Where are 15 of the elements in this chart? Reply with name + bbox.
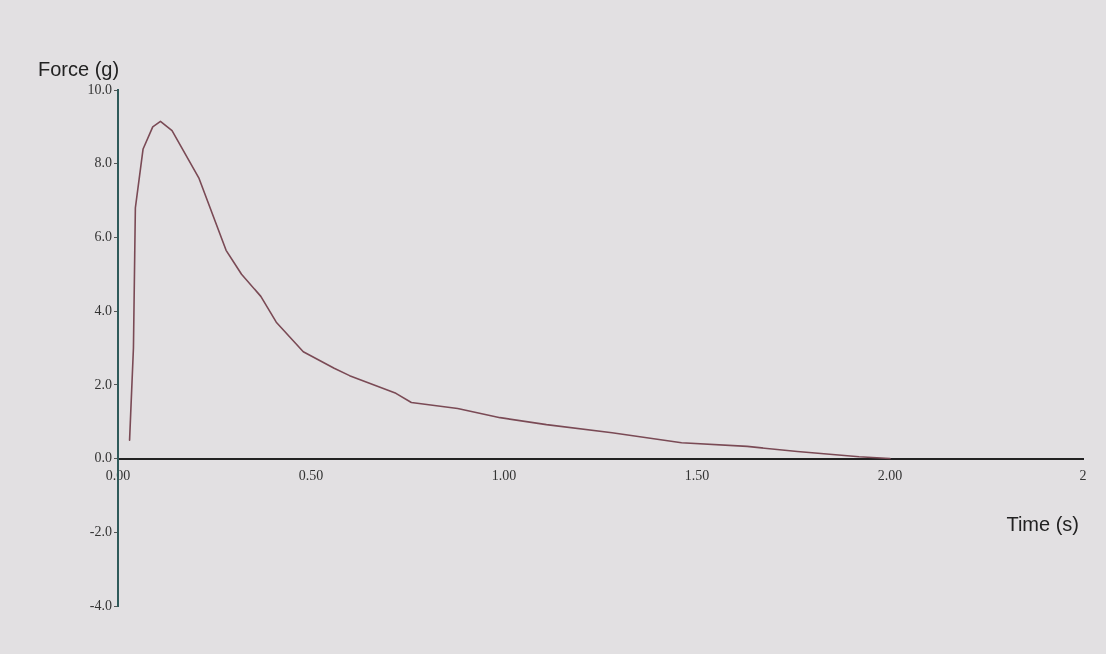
y-tick-label: -4.0 (89, 597, 112, 613)
y-tick-label: 2.0 (94, 376, 112, 392)
y-tick-label: 10.0 (87, 81, 112, 97)
y-tick-label: 4.0 (94, 302, 112, 318)
x-tick-label: 1.50 (684, 467, 710, 483)
y-tick-label: 8.0 (94, 155, 112, 171)
x-tick-label: 2 (1079, 467, 1087, 483)
x-tick-label: 0.50 (298, 467, 324, 483)
x-axis-title: Time (s) (1006, 512, 1079, 535)
y-tick-label: -2.0 (89, 523, 112, 539)
y-tick-label: 0.0 (94, 450, 112, 466)
y-axis-title: Force (g) (38, 58, 120, 80)
y-tick-label: 6.0 (94, 229, 112, 245)
x-tick-label: 2.00 (877, 467, 903, 483)
x-tick-label: 1.00 (491, 467, 517, 483)
